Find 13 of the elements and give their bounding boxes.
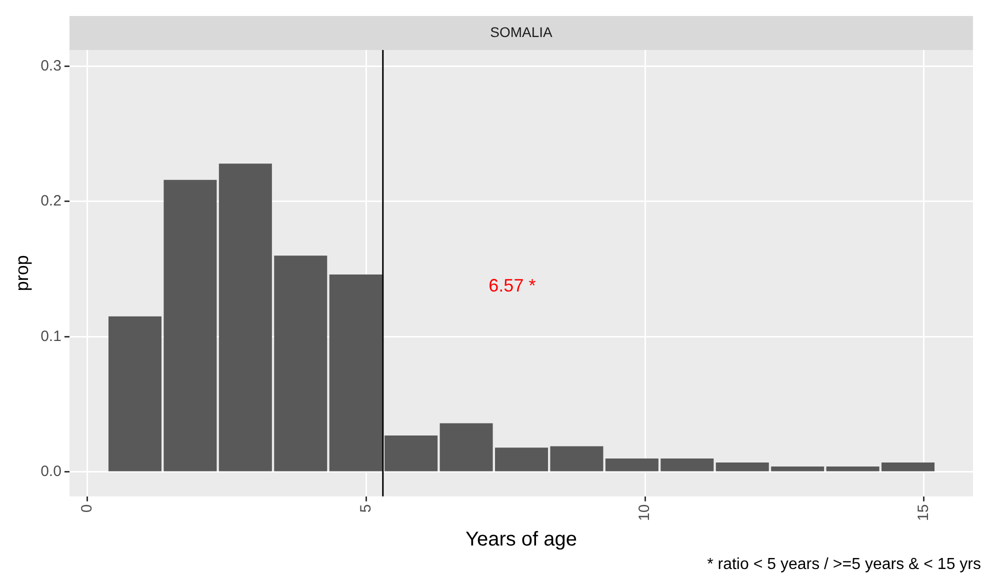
x-tick-label: 10	[636, 504, 654, 522]
x-tick-label: 5	[357, 504, 374, 513]
text: * ratio < 5 years / >=5 years & < 15 yrs	[706, 556, 981, 574]
y-axis-title: prop	[12, 255, 32, 292]
y-tick-label: 0.2	[40, 192, 62, 210]
x-tick-label: 0	[78, 504, 96, 513]
x-tick-label: 15	[915, 504, 932, 522]
y-tick-label: 0.1	[40, 328, 62, 345]
y-tick-label: 0.3	[40, 57, 62, 74]
x-axis-title: Years of age	[465, 528, 578, 551]
chart-title: SOMALIA	[490, 24, 554, 40]
annotation: 6.57 *	[488, 276, 536, 296]
y-tick-label: 0.0	[40, 463, 62, 480]
